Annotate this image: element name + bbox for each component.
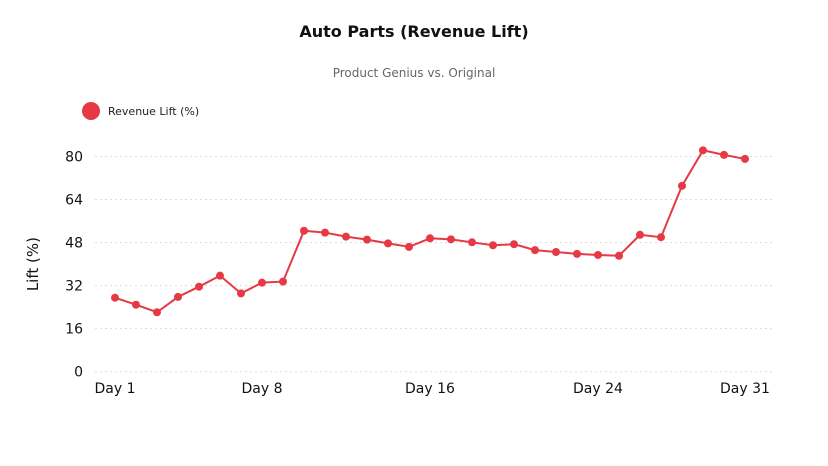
data-point bbox=[573, 249, 581, 258]
data-point bbox=[237, 289, 245, 298]
y-tick-label: 48 bbox=[65, 236, 83, 252]
data-point bbox=[594, 250, 602, 259]
data-point bbox=[405, 242, 413, 251]
data-point bbox=[300, 226, 308, 235]
legend-marker-icon bbox=[82, 102, 100, 120]
y-tick-label: 0 bbox=[74, 365, 83, 381]
y-tick-label: 64 bbox=[65, 193, 83, 209]
data-point bbox=[279, 277, 287, 286]
chart-title: Auto Parts (Revenue Lift) bbox=[299, 22, 529, 41]
data-point bbox=[489, 241, 497, 250]
data-point bbox=[615, 251, 623, 260]
data-point bbox=[657, 233, 665, 242]
data-point bbox=[258, 278, 266, 287]
data-point bbox=[363, 235, 371, 244]
x-tick-label: Day 24 bbox=[573, 381, 623, 397]
data-point bbox=[216, 271, 224, 280]
legend: Revenue Lift (%) bbox=[82, 102, 199, 120]
data-point bbox=[510, 240, 518, 249]
data-point bbox=[699, 146, 707, 155]
y-axis-label: Lift (%) bbox=[24, 237, 42, 291]
data-point bbox=[132, 300, 140, 309]
data-point bbox=[426, 234, 434, 243]
y-tick-label: 16 bbox=[65, 322, 83, 338]
data-point bbox=[468, 238, 476, 247]
x-tick-label: Day 16 bbox=[405, 381, 455, 397]
x-tick-label: Day 1 bbox=[94, 381, 135, 397]
data-point bbox=[720, 150, 728, 159]
data-point bbox=[321, 228, 329, 237]
data-point bbox=[195, 282, 203, 291]
data-point bbox=[447, 235, 455, 244]
data-point bbox=[384, 239, 392, 248]
data-point bbox=[552, 247, 560, 256]
data-point bbox=[531, 246, 539, 255]
x-tick-label: Day 31 bbox=[720, 381, 770, 397]
y-tick-label: 80 bbox=[65, 150, 83, 166]
data-point bbox=[741, 154, 749, 163]
data-point bbox=[636, 230, 644, 239]
y-tick-label: 32 bbox=[65, 279, 83, 295]
x-tick-label: Day 8 bbox=[241, 381, 282, 397]
data-point bbox=[678, 181, 686, 190]
legend-label: Revenue Lift (%) bbox=[108, 104, 200, 118]
series-line bbox=[114, 149, 746, 314]
data-point bbox=[153, 308, 161, 317]
data-point bbox=[174, 292, 182, 301]
data-point bbox=[342, 232, 350, 241]
data-point bbox=[111, 293, 119, 302]
chart-subtitle: Product Genius vs. Original bbox=[332, 66, 496, 80]
